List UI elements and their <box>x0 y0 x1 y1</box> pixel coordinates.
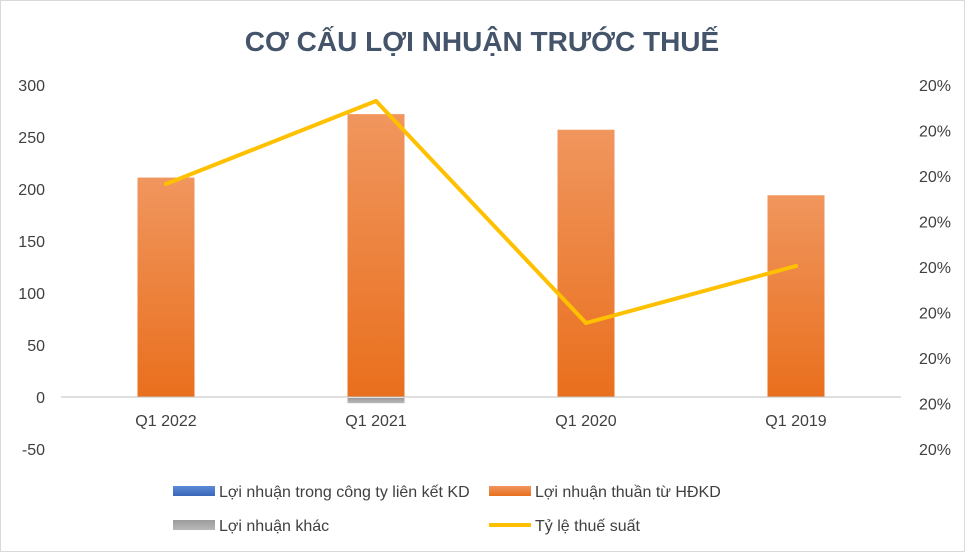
right-tick-label: 20% <box>919 351 951 368</box>
left-tick-label: 200 <box>18 182 45 199</box>
chart-title: CƠ CẤU LỢI NHUẬN TRƯỚC THUẾ <box>245 26 719 57</box>
right-tick-label: 20% <box>919 306 951 323</box>
category-label: Q1 2020 <box>555 413 616 430</box>
legend-swatch <box>489 486 531 496</box>
line-series <box>164 99 798 325</box>
category-label: Q1 2019 <box>765 413 826 430</box>
right-tick-label: 20% <box>919 169 951 186</box>
left-tick-label: -50 <box>22 442 45 459</box>
tax-rate-point <box>584 321 588 325</box>
category-label: Q1 2022 <box>135 413 196 430</box>
legend-item: Lợi nhuận khác <box>173 518 329 535</box>
bar <box>347 114 405 398</box>
bar <box>347 398 405 404</box>
right-tick-label: 20% <box>919 215 951 232</box>
legend-item: Lợi nhuận thuần từ HĐKD <box>489 484 721 501</box>
left-tick-label: 300 <box>18 78 45 95</box>
bar <box>557 129 615 397</box>
legend-label: Lợi nhuận khác <box>219 518 329 535</box>
right-tick-label: 20% <box>919 442 951 459</box>
left-tick-label: 150 <box>18 234 45 251</box>
legend: Lợi nhuận trong công ty liên kết KD Lợi n… <box>173 484 721 535</box>
left-tick-label: 100 <box>18 286 45 303</box>
left-axis: 300 250 200 150 100 50 0 -50 <box>18 78 45 459</box>
right-tick-label: 20% <box>919 78 951 95</box>
category-label: Q1 2021 <box>345 413 406 430</box>
legend-label: Lợi nhuận trong công ty liên kết KD <box>219 484 470 501</box>
legend-label: Tỷ lệ thuế suất <box>535 518 641 535</box>
legend-label: Lợi nhuận thuần từ HĐKD <box>535 484 721 501</box>
right-tick-label: 20% <box>919 260 951 277</box>
right-axis: 20% 20% 20% 20% 20% 20% 20% 20% 20% <box>919 78 951 459</box>
bar <box>767 195 825 397</box>
right-tick-label: 20% <box>919 397 951 414</box>
legend-item: Lợi nhuận trong công ty liên kết KD <box>173 484 470 501</box>
legend-item: Tỷ lệ thuế suất <box>489 518 641 535</box>
legend-swatch <box>173 520 215 530</box>
tax-rate-point <box>794 264 798 268</box>
bar <box>137 177 195 397</box>
left-tick-label: 250 <box>18 130 45 147</box>
category-labels: Q1 2022 Q1 2021 Q1 2020 Q1 2019 <box>135 413 826 430</box>
bars <box>137 114 825 404</box>
right-tick-label: 20% <box>919 124 951 141</box>
left-tick-label: 0 <box>36 390 45 407</box>
tax-rate-line <box>164 99 798 325</box>
legend-swatch <box>173 486 215 496</box>
left-tick-label: 50 <box>27 338 45 355</box>
tax-rate-point <box>164 182 168 186</box>
tax-rate-point <box>374 99 378 103</box>
